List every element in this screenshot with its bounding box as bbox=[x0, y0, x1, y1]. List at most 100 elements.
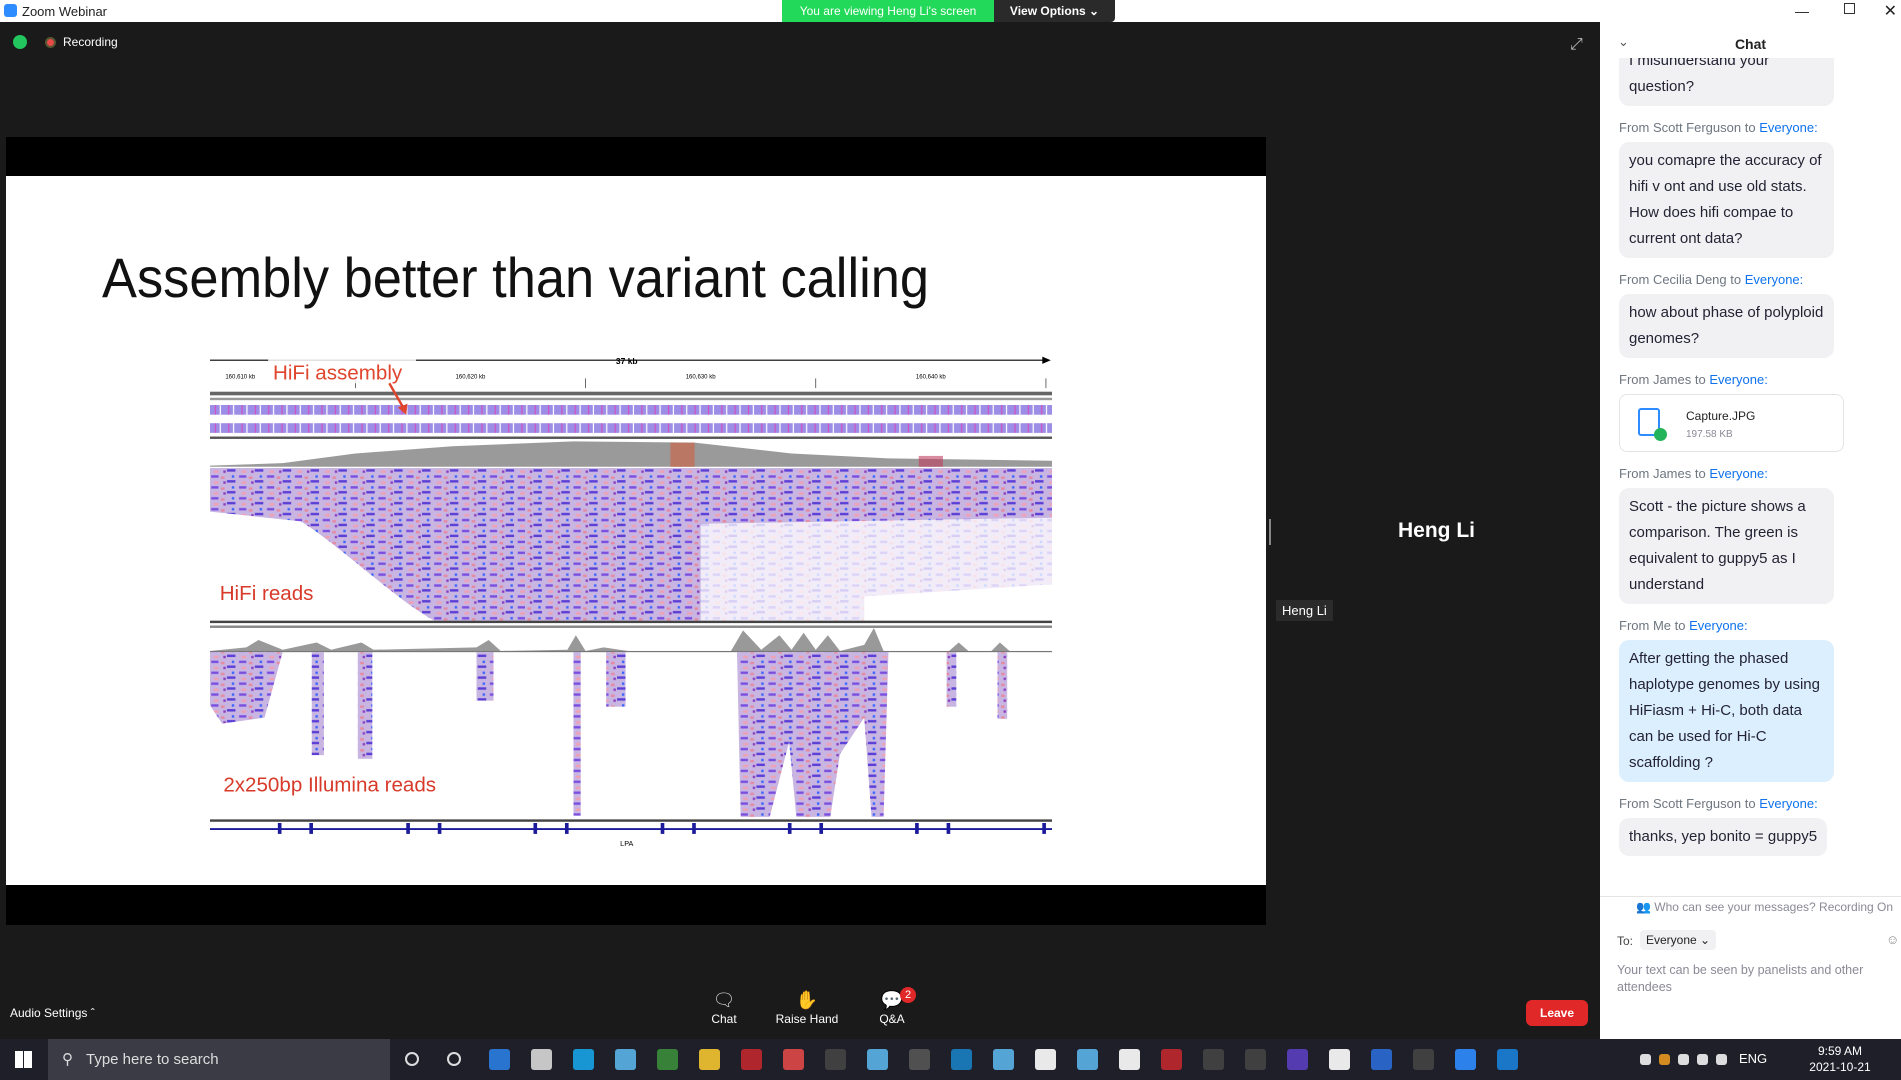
taskbar-icon[interactable] bbox=[1413, 1049, 1434, 1070]
taskbar-icon[interactable] bbox=[993, 1049, 1014, 1070]
chat-sender: From Cecilia Deng to Everyone: bbox=[1619, 272, 1889, 287]
file-name: Capture.JPG bbox=[1686, 409, 1756, 423]
chat-input[interactable]: Your text can be seen by panelists and o… bbox=[1617, 963, 1864, 994]
taskbar-icon[interactable] bbox=[531, 1049, 552, 1070]
minimize[interactable]: — bbox=[1795, 3, 1809, 19]
taskbar-icon[interactable] bbox=[1203, 1049, 1224, 1070]
audio-label[interactable]: Audio Settings bbox=[10, 1006, 88, 1020]
taskbar-icon[interactable] bbox=[867, 1049, 888, 1070]
start-button[interactable] bbox=[15, 1051, 32, 1068]
taskbar-icon[interactable] bbox=[1455, 1049, 1476, 1070]
collapse-chat[interactable]: ⌄ bbox=[1618, 34, 1629, 49]
fullscreen[interactable]: ⤢ bbox=[1570, 36, 1583, 53]
search-text[interactable]: Type here to search bbox=[86, 1051, 219, 1068]
toolbar-label[interactable]: Raise Hand bbox=[775, 1012, 839, 1026]
ruler-label: 160,610 kb bbox=[225, 374, 256, 380]
gene-label: LPA bbox=[620, 839, 633, 848]
taskbar-icon[interactable] bbox=[783, 1049, 804, 1070]
file-size: 197.58 KB bbox=[1686, 429, 1733, 440]
igv-figure: 37 kb 160,610 kb 160,620 kb 160,630 kb 160,… bbox=[210, 354, 1052, 851]
window-title: Zoom Webinar bbox=[22, 4, 108, 19]
audio-settings[interactable]: Audio Settings ˆ bbox=[10, 1006, 95, 1020]
visibility-note[interactable]: 👥 Who can see your messages? Recording O… bbox=[1636, 900, 1894, 914]
taskbar-icon[interactable] bbox=[447, 1052, 461, 1066]
chat-row: Capture.JPG 197.58 KB bbox=[1619, 394, 1889, 452]
tray-icon[interactable] bbox=[1640, 1054, 1651, 1065]
chat-sender: From Scott Ferguson to Everyone: bbox=[1619, 120, 1889, 135]
toolbar-button[interactable]: 💬 Q&A 2 bbox=[847, 987, 937, 1034]
taskbar-icon[interactable] bbox=[615, 1049, 636, 1070]
illumina-label: 2x250bp Illumina reads bbox=[223, 773, 436, 796]
hifi-label: HiFi reads bbox=[220, 582, 314, 605]
chat-panel: ⌄ Chat I misunderstand your question? Fro… bbox=[1600, 22, 1901, 1039]
date[interactable]: 2021-10-21 bbox=[1809, 1060, 1871, 1074]
taskbar-icon[interactable] bbox=[1035, 1049, 1056, 1070]
chat-sender: From Scott Ferguson to Everyone: bbox=[1619, 796, 1889, 811]
sender-name: From James to bbox=[1619, 372, 1706, 387]
toolbar-icon[interactable]: ✋ bbox=[795, 990, 819, 1010]
tray-icon[interactable] bbox=[1678, 1054, 1689, 1065]
taskbar-icon[interactable] bbox=[1119, 1049, 1140, 1070]
scale-label: 37 kb bbox=[616, 356, 638, 366]
tray-icon[interactable] bbox=[1659, 1054, 1670, 1065]
restore[interactable] bbox=[1844, 3, 1855, 14]
taskbar-icon[interactable] bbox=[1077, 1049, 1098, 1070]
sender-name: From James to bbox=[1619, 466, 1706, 481]
chat-row: thanks, yep bonito = guppy5 bbox=[1619, 818, 1889, 856]
recipient-name: Everyone: bbox=[1759, 120, 1818, 135]
taskbar-icon[interactable] bbox=[1497, 1049, 1518, 1070]
taskbar-icon[interactable] bbox=[909, 1049, 930, 1070]
leave-button[interactable]: Leave bbox=[1526, 1000, 1588, 1026]
chat-sender: From James to Everyone: bbox=[1619, 466, 1889, 481]
chat-bubble: After getting the phased haplotype genom… bbox=[1619, 640, 1834, 782]
taskbar-icon[interactable] bbox=[405, 1052, 419, 1066]
emoji-button[interactable]: ☺ bbox=[1886, 932, 1900, 947]
recipient-dropdown[interactable]: Everyone ⌄ bbox=[1640, 930, 1717, 950]
close[interactable]: ✕ bbox=[1883, 3, 1897, 20]
taskbar-icon[interactable] bbox=[489, 1049, 510, 1070]
taskbar-icon[interactable] bbox=[825, 1049, 846, 1070]
visibility-text[interactable]: Who can see your messages? Recording On bbox=[1654, 900, 1894, 914]
toolbar-icon[interactable]: 🗨 bbox=[712, 990, 736, 1010]
chat-list: I misunderstand your question? From Scott… bbox=[1619, 58, 1889, 856]
view-options-label[interactable]: View Options bbox=[1009, 4, 1086, 18]
toolbar-button[interactable]: ✋ Raise Hand bbox=[762, 990, 852, 1034]
chat-row: you comapre the accuracy of hifi v ont a… bbox=[1619, 142, 1889, 258]
language[interactable]: ENG bbox=[1739, 1051, 1768, 1066]
sender-name: From Cecilia Deng to bbox=[1619, 272, 1742, 287]
recipient[interactable]: Everyone bbox=[1646, 933, 1697, 947]
time[interactable]: 9:59 AM bbox=[1817, 1044, 1863, 1058]
taskbar-icon[interactable] bbox=[741, 1049, 762, 1070]
taskbar-icon[interactable] bbox=[1245, 1049, 1266, 1070]
toolbar-label[interactable]: Chat bbox=[711, 1012, 737, 1026]
ruler-label: 160,620 kb bbox=[456, 374, 487, 380]
toolbar-label[interactable]: Q&A bbox=[879, 1012, 905, 1026]
recipient-name: Everyone: bbox=[1759, 796, 1818, 811]
tray-icon[interactable] bbox=[1716, 1054, 1727, 1065]
file-check bbox=[1654, 428, 1667, 441]
taskbar-icon[interactable] bbox=[573, 1049, 594, 1070]
chat-separator bbox=[1600, 896, 1901, 897]
toolbar-icon[interactable]: 💬 bbox=[880, 990, 904, 1010]
taskbar-icon[interactable] bbox=[1161, 1049, 1182, 1070]
toolbar-button[interactable]: 🗨 Chat bbox=[679, 990, 769, 1034]
file-attachment[interactable]: Capture.JPG 197.58 KB bbox=[1619, 394, 1844, 452]
slide-title: Assembly better than variant calling bbox=[102, 246, 929, 309]
search-box[interactable]: ⚲ Type here to search bbox=[48, 1039, 390, 1080]
assembly-label: HiFi assembly bbox=[273, 362, 403, 385]
tray-icon[interactable] bbox=[1697, 1054, 1708, 1065]
taskbar-icon[interactable] bbox=[699, 1049, 720, 1070]
taskbar-icon[interactable] bbox=[1287, 1049, 1308, 1070]
taskbar-icon[interactable] bbox=[951, 1049, 972, 1070]
taskbar-icon[interactable] bbox=[657, 1049, 678, 1070]
divider-handle[interactable] bbox=[1269, 519, 1271, 545]
file-icon bbox=[1638, 408, 1660, 436]
clock[interactable]: 9:59 AM 2021-10-21 bbox=[1800, 1043, 1880, 1075]
search-icon: ⚲ bbox=[62, 1051, 73, 1068]
chat-bubble: thanks, yep bonito = guppy5 bbox=[1619, 818, 1828, 856]
view-options[interactable]: View Options ⌄ bbox=[994, 0, 1115, 22]
taskbar-icon[interactable] bbox=[1329, 1049, 1350, 1070]
zoom-icon bbox=[4, 4, 17, 17]
taskbar-icon[interactable] bbox=[1371, 1049, 1392, 1070]
